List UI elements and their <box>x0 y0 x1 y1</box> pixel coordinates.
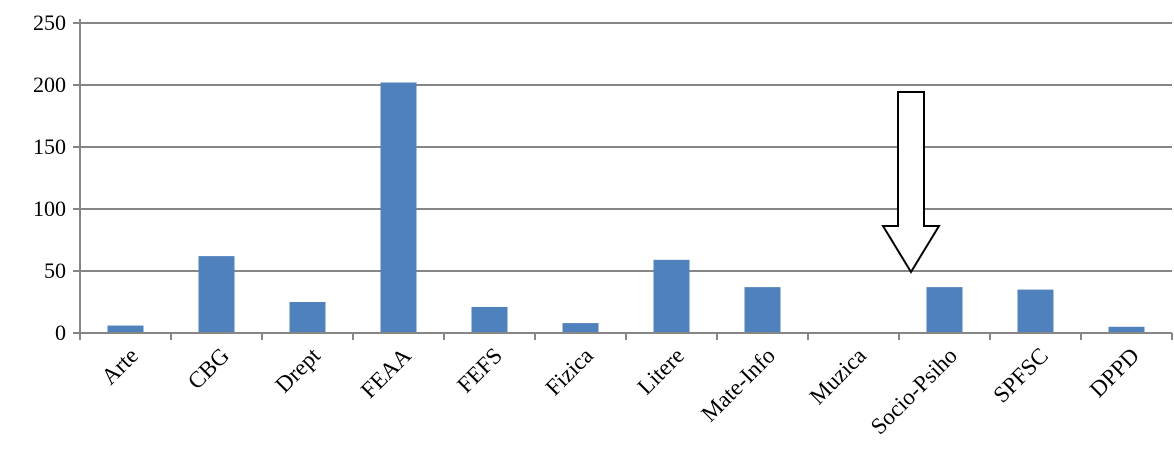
x-category-label: FEFS <box>452 343 507 398</box>
bar-fizica <box>562 323 599 333</box>
y-tick-label: 50 <box>44 258 66 283</box>
x-axis <box>73 19 1173 340</box>
bar-cbg <box>198 256 235 333</box>
x-category-label: Fizica <box>541 343 598 400</box>
x-category-label: DPPD <box>1085 343 1144 402</box>
gridlines <box>80 22 1172 272</box>
bar-arte <box>107 325 144 333</box>
x-category-label: Litere <box>633 343 690 400</box>
bar-dppd <box>1108 326 1145 333</box>
x-category-label: Mate-Info <box>696 343 780 427</box>
y-tick-label: 200 <box>33 72 66 97</box>
x-category-label: CBG <box>183 343 234 394</box>
y-axis-tick-labels: 0 50 100 150 200 250 <box>33 10 80 345</box>
y-tick-label: 100 <box>33 196 66 221</box>
bars <box>107 82 1145 334</box>
bar-litere <box>653 259 690 333</box>
x-category-label: Drept <box>270 342 325 397</box>
bar-spfsc <box>1017 289 1054 333</box>
x-category-label: Arte <box>96 343 143 390</box>
down-arrow-icon <box>881 91 941 274</box>
bar-feaa <box>380 82 417 334</box>
bar-fefs <box>471 306 508 333</box>
x-category-label: SPFSC <box>988 343 1053 408</box>
annotations <box>881 91 941 274</box>
y-tick-label: 150 <box>33 134 66 159</box>
x-category-label: Muzica <box>805 343 871 409</box>
x-category-label: Socio-Psiho <box>866 343 962 439</box>
y-tick-label: 250 <box>33 10 66 35</box>
bar-socio-psiho <box>926 287 963 333</box>
bar-mate-info <box>744 287 781 333</box>
y-tick-label: 0 <box>55 320 66 345</box>
x-category-label: FEAA <box>356 343 416 403</box>
bar-drept <box>289 302 326 333</box>
x-axis-category-labels: Arte CBG Drept FEAA FEFS Fizica Litere Mate-Inf… <box>96 342 1144 439</box>
